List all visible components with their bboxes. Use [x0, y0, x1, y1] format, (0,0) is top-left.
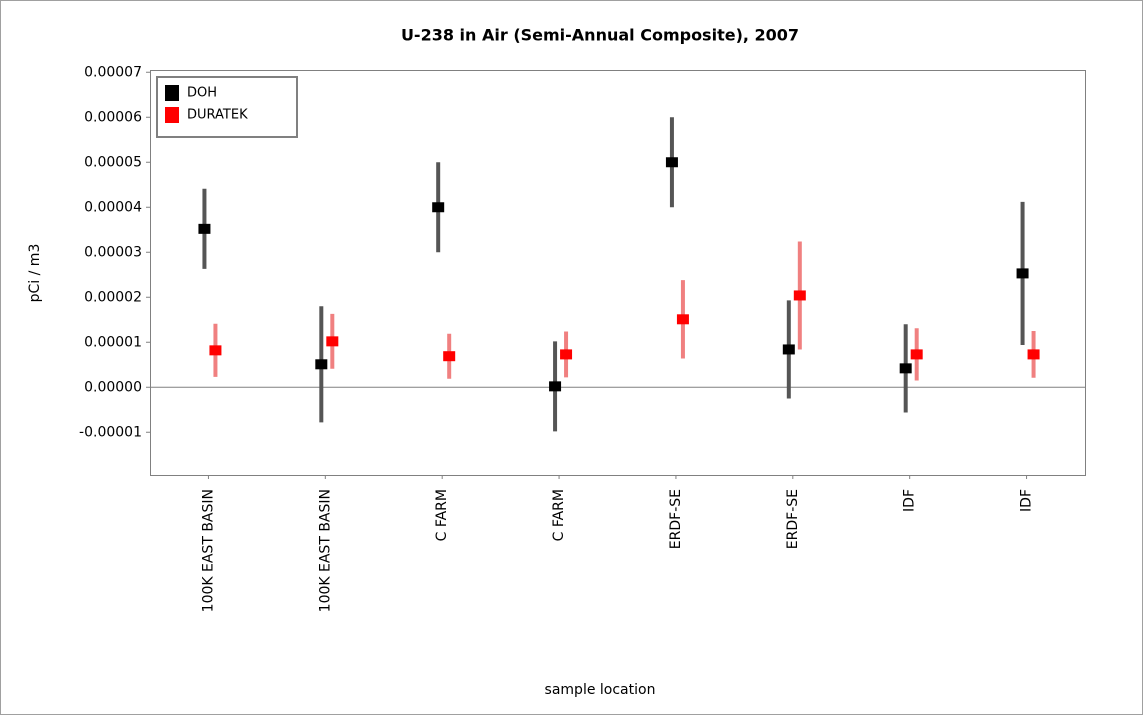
y-tick-label: -0.00001 — [79, 424, 142, 440]
marker — [326, 336, 339, 347]
marker — [315, 359, 328, 370]
x-tick-label: IDF — [1019, 489, 1035, 512]
marker — [899, 363, 912, 374]
y-tick-label: 0.00003 — [84, 244, 142, 260]
legend-box — [156, 76, 298, 138]
y-tick-label: 0.00005 — [84, 154, 142, 170]
x-tick-label: ERDF-SE — [668, 489, 684, 549]
marker — [665, 157, 678, 168]
x-tick-label: 100K EAST BASIN — [200, 489, 216, 612]
marker — [198, 223, 211, 234]
y-tick-label: 0.00002 — [84, 289, 142, 305]
marker — [209, 345, 222, 356]
y-tick-label: 0.00000 — [84, 379, 142, 395]
marker — [432, 202, 445, 213]
x-tick-label: ERDF-SE — [785, 489, 801, 549]
marker — [782, 344, 795, 355]
legend-swatch — [165, 107, 179, 123]
legend-swatch — [165, 85, 179, 101]
chart-title: U-238 in Air (Semi-Annual Composite), 20… — [401, 26, 799, 45]
y-tick-label: 0.00001 — [84, 334, 142, 350]
legend-label: DURATEK — [187, 108, 248, 123]
y-tick-label: 0.00004 — [84, 199, 142, 215]
x-tick-label: C FARM — [434, 489, 450, 541]
x-axis-label: sample location — [545, 682, 656, 698]
legend-label: DOH — [187, 86, 217, 101]
marker — [910, 349, 923, 360]
x-tick-label: C FARM — [551, 489, 567, 541]
y-tick-label: 0.00006 — [84, 109, 142, 125]
plot-area — [150, 70, 1086, 476]
x-tick-label: IDF — [902, 489, 918, 512]
marker — [560, 349, 573, 360]
marker — [1016, 268, 1029, 279]
x-tick-label: 100K EAST BASIN — [317, 489, 333, 612]
marker — [793, 290, 806, 301]
y-axis-label: pCi / m3 — [27, 244, 43, 303]
marker — [443, 351, 456, 362]
y-tick-label: 0.00007 — [84, 64, 142, 80]
marker — [549, 381, 562, 392]
marker — [1027, 349, 1040, 360]
marker — [676, 314, 689, 325]
